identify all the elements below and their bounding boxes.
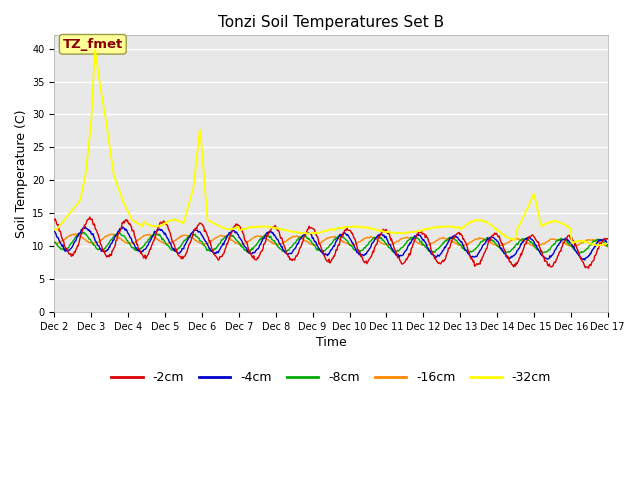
X-axis label: Time: Time (316, 336, 346, 349)
Y-axis label: Soil Temperature (C): Soil Temperature (C) (15, 109, 28, 238)
Title: Tonzi Soil Temperatures Set B: Tonzi Soil Temperatures Set B (218, 15, 444, 30)
Legend: -2cm, -4cm, -8cm, -16cm, -32cm: -2cm, -4cm, -8cm, -16cm, -32cm (106, 366, 556, 389)
Text: TZ_fmet: TZ_fmet (63, 38, 123, 51)
